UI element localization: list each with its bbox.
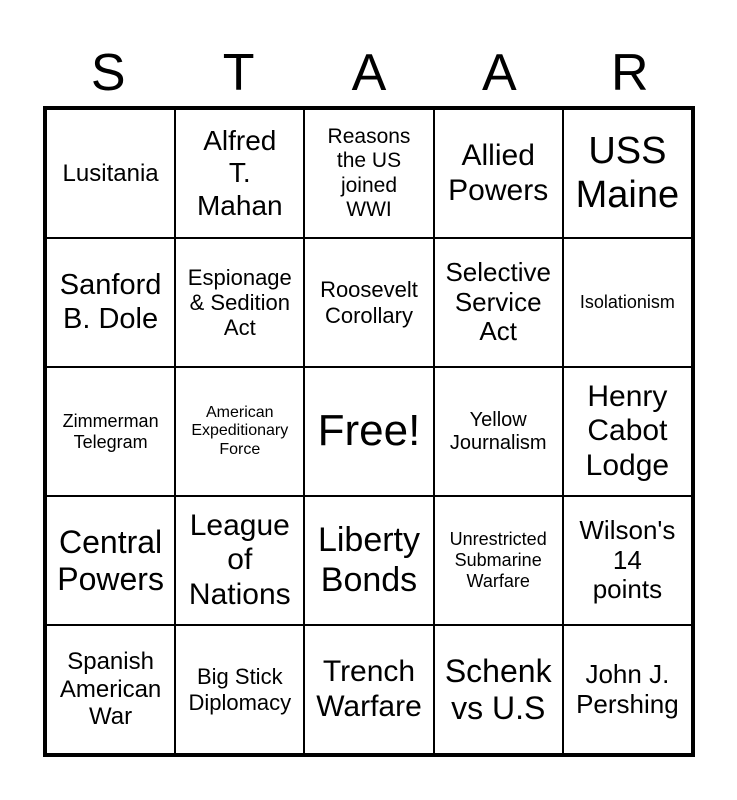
bingo-grid: Lusitania Alfred T. Mahan Reasons the US j… (43, 106, 695, 757)
bingo-cell[interactable]: Alfred T. Mahan (175, 109, 305, 238)
bingo-cell[interactable]: Reasons the US joined WWI (304, 109, 434, 238)
bingo-cell[interactable]: USS Maine (562, 109, 692, 238)
bingo-cell[interactable]: Trench Warfare (304, 625, 434, 754)
bingo-cell[interactable]: Lusitania (46, 109, 176, 238)
bingo-cell[interactable]: League of Nations (175, 496, 305, 625)
free-space-cell[interactable]: Free! (304, 367, 434, 496)
bingo-cell[interactable]: Schenk vs U.S (433, 625, 563, 754)
bingo-cell[interactable]: Roosevelt Corollary (304, 238, 434, 367)
header-letter: A (351, 44, 387, 102)
bingo-cell[interactable]: Big Stick Diplomacy (175, 625, 305, 754)
bingo-cell[interactable]: American Expeditionary Force (175, 367, 305, 496)
bingo-cell[interactable]: Yellow Journalism (433, 367, 563, 496)
bingo-cell[interactable]: Central Powers (46, 496, 176, 625)
bingo-cell[interactable]: Isolationism (562, 238, 692, 367)
bingo-cell[interactable]: Unrestricted Submarine Warfare (433, 496, 563, 625)
bingo-cell[interactable]: Henry Cabot Lodge (562, 367, 692, 496)
bingo-cell[interactable]: Zimmerman Telegram (46, 367, 176, 496)
bingo-cell[interactable]: John J. Pershing (562, 625, 692, 754)
bingo-cell[interactable]: Sanford B. Dole (46, 238, 176, 367)
bingo-cell[interactable]: Allied Powers (433, 109, 563, 238)
header-letter: S (90, 44, 126, 102)
bingo-cell[interactable]: Selective Service Act (433, 238, 563, 367)
bingo-header: S T A A R (43, 40, 695, 106)
bingo-cell[interactable]: Espionage & Sedition Act (175, 238, 305, 367)
header-letter: T (222, 44, 255, 102)
bingo-cell[interactable]: Spanish American War (46, 625, 176, 754)
bingo-cell[interactable]: Liberty Bonds (304, 496, 434, 625)
header-letter: A (482, 44, 517, 102)
header-letter: R (610, 44, 649, 102)
bingo-cell[interactable]: Wilson's 14 points (562, 496, 692, 625)
